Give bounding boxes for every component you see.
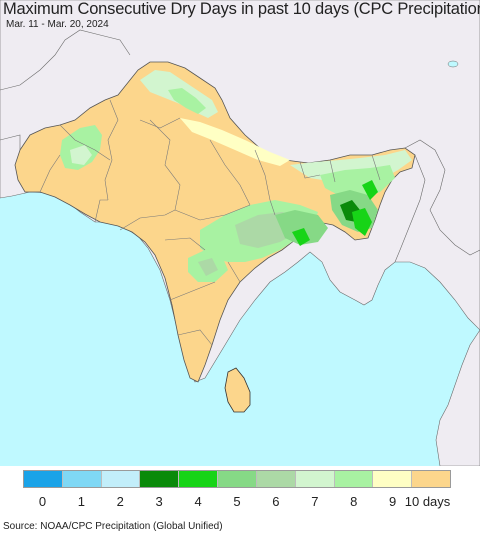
legend-label: 2 bbox=[116, 494, 124, 509]
lake bbox=[447, 60, 459, 68]
legend-swatch bbox=[179, 471, 219, 487]
source-text: Source: NOAA/CPC Precipitation (Global U… bbox=[3, 521, 223, 532]
legend-swatch bbox=[24, 471, 63, 487]
legend-label: 6 bbox=[272, 494, 280, 509]
outside-land-east bbox=[435, 329, 480, 466]
legend-swatch bbox=[101, 471, 141, 487]
legend-label: 1 bbox=[77, 494, 85, 509]
odisha-green bbox=[275, 210, 328, 245]
odisha-bright bbox=[292, 228, 310, 246]
legend-swatch bbox=[295, 471, 335, 487]
legend-label: 3 bbox=[155, 494, 163, 509]
legend-label: 5 bbox=[233, 494, 241, 509]
bangladesh-bright bbox=[352, 208, 372, 236]
precipitation-map bbox=[0, 0, 480, 466]
map-subtitle: Mar. 11 - Mar. 20, 2024 bbox=[6, 19, 109, 30]
admin-boundaries bbox=[39, 99, 381, 346]
legend-label: 7 bbox=[311, 494, 319, 509]
legend-swatch bbox=[334, 471, 374, 487]
sri-lanka bbox=[224, 367, 251, 413]
legend-colorbar bbox=[23, 470, 451, 488]
legend-swatch bbox=[256, 471, 296, 487]
map-title: Maximum Consecutive Dry Days in past 10 … bbox=[3, 0, 480, 18]
legend-label: 8 bbox=[350, 494, 358, 509]
legend-label: 10 days bbox=[404, 494, 451, 509]
legend-label: 9 bbox=[389, 494, 397, 509]
north-yellow bbox=[180, 118, 290, 166]
meghalaya-green bbox=[362, 180, 378, 200]
legend-swatch bbox=[412, 471, 450, 487]
legend-label: 4 bbox=[194, 494, 202, 509]
legend-swatch bbox=[62, 471, 102, 487]
telangana-mid bbox=[198, 258, 218, 276]
legend-swatch bbox=[373, 471, 413, 487]
legend-label: 0 bbox=[38, 494, 47, 509]
outside-borders bbox=[0, 29, 480, 263]
pakistan-light bbox=[70, 145, 92, 165]
legend-swatch bbox=[218, 471, 257, 487]
legend-swatch bbox=[140, 471, 180, 487]
legend-labels: 0 1 2 3 4 5 6 7 8 9 10 days bbox=[23, 494, 451, 510]
kashmir-green bbox=[168, 88, 206, 114]
